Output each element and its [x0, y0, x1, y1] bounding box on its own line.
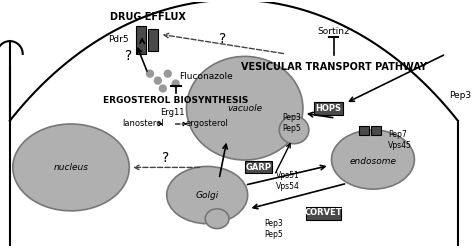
Text: nucleus: nucleus	[54, 163, 89, 172]
FancyBboxPatch shape	[306, 207, 341, 220]
Text: ?: ?	[125, 49, 132, 63]
Text: VESICULAR TRANSPORT PATHWAY: VESICULAR TRANSPORT PATHWAY	[240, 62, 427, 72]
Text: Pep3: Pep3	[449, 91, 471, 100]
Text: ?: ?	[162, 151, 169, 164]
Text: HOPS: HOPS	[316, 104, 342, 113]
Text: ?: ?	[219, 32, 227, 46]
Text: Golgi: Golgi	[196, 190, 219, 200]
FancyBboxPatch shape	[359, 126, 369, 135]
FancyBboxPatch shape	[314, 102, 343, 115]
Circle shape	[146, 70, 154, 77]
Text: Pep3
Pep5: Pep3 Pep5	[282, 113, 301, 133]
Ellipse shape	[186, 56, 303, 160]
Circle shape	[172, 80, 179, 87]
Circle shape	[159, 85, 166, 92]
Ellipse shape	[167, 166, 247, 224]
Circle shape	[155, 77, 161, 84]
Text: Pdr5: Pdr5	[108, 35, 128, 44]
Text: GARP: GARP	[246, 163, 272, 172]
Text: lanosterol: lanosterol	[122, 120, 164, 128]
Text: CORVET: CORVET	[305, 208, 342, 217]
Text: ergosterol: ergosterol	[186, 120, 228, 128]
Text: vacuole: vacuole	[227, 104, 262, 113]
Circle shape	[164, 70, 171, 77]
FancyBboxPatch shape	[148, 29, 158, 51]
Text: DRUG EFFLUX: DRUG EFFLUX	[110, 12, 186, 22]
Ellipse shape	[331, 130, 414, 189]
Ellipse shape	[13, 124, 129, 211]
FancyBboxPatch shape	[136, 26, 146, 54]
Ellipse shape	[279, 116, 309, 144]
Text: ERGOSTEROL BIOSYNTHESIS: ERGOSTEROL BIOSYNTHESIS	[103, 96, 248, 105]
Text: Pep3
Pep5: Pep3 Pep5	[264, 219, 283, 239]
Text: Vps51
Vps54: Vps51 Vps54	[276, 171, 300, 191]
Text: endosome: endosome	[349, 157, 396, 166]
Text: Fluconazole: Fluconazole	[180, 72, 233, 81]
Text: Erg11: Erg11	[160, 108, 185, 117]
Ellipse shape	[205, 209, 229, 229]
Text: Pep7
Vps45: Pep7 Vps45	[388, 130, 411, 150]
Text: Sortin2: Sortin2	[317, 27, 350, 36]
FancyBboxPatch shape	[371, 126, 381, 135]
FancyBboxPatch shape	[245, 160, 273, 173]
